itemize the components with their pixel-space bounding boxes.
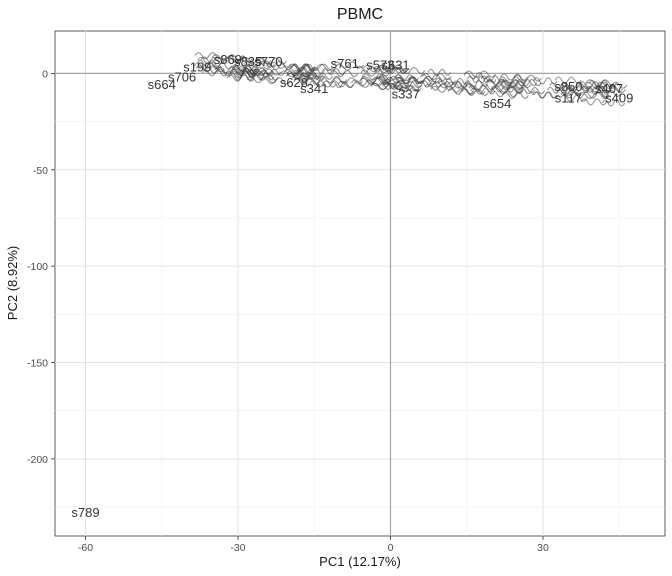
cluster-glyph	[464, 70, 497, 78]
x-tick-label: -60	[78, 542, 93, 554]
cluster-glyph	[580, 98, 607, 106]
cluster-glyph	[330, 81, 354, 89]
x-tick-label: 0	[388, 542, 394, 554]
cluster-glyph	[513, 74, 542, 82]
cluster-glyph	[197, 59, 221, 67]
point-label: s869	[214, 52, 242, 67]
cluster-glyph	[319, 63, 352, 71]
cluster-glyph	[243, 60, 275, 68]
point-label: s789	[71, 505, 99, 520]
cluster-glyph	[424, 83, 454, 91]
point-label: s664	[148, 77, 176, 92]
chart-title: PBMC	[337, 6, 383, 23]
cluster-glyph	[382, 66, 407, 74]
cluster-glyph	[262, 60, 291, 68]
cluster-glyph	[350, 79, 381, 87]
cluster-glyph	[577, 91, 610, 100]
cluster-glyph	[480, 75, 505, 83]
cluster-glyph	[201, 69, 228, 77]
cluster-glyph	[554, 76, 582, 84]
cluster-glyph	[421, 73, 452, 81]
cluster-glyph	[361, 73, 392, 81]
cluster-glyph	[265, 63, 292, 71]
point-label: s341	[300, 81, 328, 96]
cluster-glyph	[549, 82, 573, 90]
cluster-glyph	[588, 79, 614, 88]
y-tick-label: -100	[27, 261, 48, 273]
y-axis-ticks: 0 -50 -100 -150 -200	[27, 68, 55, 466]
x-axis-title: PC1 (12.17%)	[319, 554, 401, 569]
cluster-glyph	[450, 81, 477, 89]
cluster-glyph	[194, 52, 224, 60]
cluster-glyph	[430, 85, 461, 93]
cluster-glyph	[381, 79, 412, 88]
x-tick-label: -30	[230, 542, 245, 554]
cluster-glyph	[321, 68, 346, 76]
cluster-glyph	[490, 85, 514, 93]
cluster-glyph	[427, 68, 451, 76]
y-tick-label: 0	[42, 68, 48, 80]
point-label: s850	[554, 79, 582, 94]
cluster-glyph	[518, 87, 546, 95]
cluster-glyph	[556, 89, 582, 97]
point-label: s117	[555, 90, 582, 105]
cluster-glyph	[601, 99, 626, 107]
point-label: s573	[366, 58, 394, 73]
cluster-glyph	[465, 83, 496, 91]
cluster-glyph	[356, 65, 381, 73]
reference-lines	[55, 31, 665, 536]
point-label: s761	[331, 56, 359, 71]
cluster-glyph	[360, 75, 392, 83]
point-label: s631	[381, 58, 409, 73]
cluster-glyph	[531, 91, 559, 99]
cluster-glyph	[410, 80, 434, 88]
y-axis-title: PC2 (8.92%)	[5, 246, 20, 320]
cluster-glyph	[216, 68, 245, 76]
cluster-glyph	[332, 77, 363, 85]
cluster-glyph	[378, 74, 411, 82]
cluster-glyph	[473, 76, 497, 84]
cluster-glyph	[463, 72, 489, 80]
x-axis-ticks: -60 -30 0 30	[78, 536, 549, 554]
point-label: s407	[595, 81, 623, 96]
cluster-glyph	[581, 85, 606, 93]
point-label: s706	[168, 69, 196, 84]
cluster-glyph	[500, 73, 528, 81]
cluster-glyph	[501, 91, 529, 99]
point-label: s337	[392, 87, 420, 102]
point-label: s835	[234, 54, 262, 69]
point-label: s770	[254, 54, 282, 69]
y-tick-label: -50	[33, 165, 48, 177]
point-label: s199	[183, 60, 211, 75]
cluster-glyph	[200, 56, 228, 64]
cluster-glyph	[370, 83, 403, 91]
cluster-glyph	[432, 81, 463, 89]
cluster-glyph	[395, 76, 424, 84]
cluster-glyph	[512, 79, 538, 87]
cluster-glyph	[466, 75, 490, 83]
point-label: s628	[280, 75, 308, 90]
point-label: s409	[605, 90, 633, 105]
cluster-glyph	[362, 65, 392, 73]
cluster-glyph	[515, 79, 542, 87]
cluster-glyph	[419, 73, 447, 81]
cluster-glyph	[500, 80, 532, 88]
cluster-glyph	[309, 80, 337, 88]
overlapping-label-cluster	[193, 52, 628, 107]
y-tick-label: -200	[27, 454, 48, 466]
plot-panel	[54, 30, 666, 537]
cluster-glyph	[464, 80, 489, 88]
cluster-glyph	[290, 63, 320, 71]
cluster-glyph	[246, 69, 275, 77]
y-tick-label: -150	[27, 358, 48, 370]
point-label: s654	[483, 96, 511, 111]
cluster-glyph	[582, 91, 610, 99]
cluster-glyph	[560, 82, 592, 90]
cluster-glyph	[292, 72, 326, 80]
x-tick-label: 30	[537, 542, 549, 554]
